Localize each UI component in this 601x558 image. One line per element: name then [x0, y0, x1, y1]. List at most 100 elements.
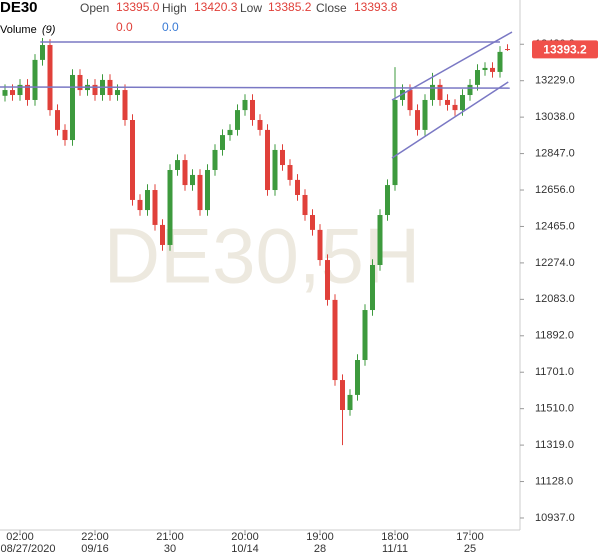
- y-tick-label: 12465.0: [535, 220, 575, 232]
- candle-body: [55, 110, 60, 130]
- y-tick-label: 11319.0: [535, 439, 574, 451]
- candle-body: [295, 179, 300, 195]
- y-tick-label: 11510.0: [535, 403, 574, 415]
- legend-label: High: [162, 1, 187, 15]
- candle-body: [385, 185, 390, 216]
- candle-body: [437, 84, 443, 100]
- y-tick-label: 13229.0: [535, 75, 575, 87]
- candle-body: [152, 190, 158, 225]
- candle-body: [392, 99, 398, 186]
- price-label: 13393.2: [543, 43, 587, 57]
- x-date-label: 10/14: [231, 543, 259, 555]
- candle-body: [212, 149, 218, 170]
- candle-body: [32, 59, 38, 100]
- legend-value: 13395.0: [116, 0, 160, 14]
- symbol-title: DE30: [0, 0, 38, 16]
- candle-body: [122, 90, 128, 121]
- candle-body: [115, 90, 120, 96]
- volume-value: 0.0: [162, 20, 179, 34]
- y-tick-label: 10937.0: [535, 512, 575, 524]
- y-tick-label: 11892.0: [535, 330, 574, 342]
- candle-body: [182, 160, 188, 186]
- price-label-box: [532, 40, 598, 59]
- candle-body: [197, 174, 203, 211]
- candle-body: [422, 99, 428, 130]
- candle-body: [40, 45, 45, 60]
- trend-line: [391, 31, 513, 101]
- candle-body: [77, 74, 83, 91]
- candle-body: [220, 135, 225, 150]
- candle-body: [490, 67, 495, 72]
- x-tick-label: 02:00: [6, 531, 34, 543]
- candle-body: [145, 190, 150, 211]
- candle-body: [242, 99, 248, 111]
- candle-body: [272, 149, 278, 191]
- candle-body: [475, 70, 480, 85]
- candle-body: [415, 110, 420, 130]
- candle-body: [62, 129, 68, 141]
- y-tick-label: 12083.0: [535, 293, 575, 305]
- x-date-label: 28: [314, 543, 326, 555]
- candle-body: [302, 194, 308, 216]
- candle-body: [70, 74, 75, 141]
- candle-body: [377, 215, 383, 265]
- candle-body: [25, 84, 30, 100]
- candle-body: [257, 120, 263, 130]
- candle-body: [332, 299, 338, 381]
- volume-param: (9): [42, 24, 56, 36]
- x-date-label: 08/27/2020: [0, 543, 55, 555]
- y-tick-label: 13038.0: [535, 111, 575, 123]
- watermark: DE30,5H: [104, 212, 421, 300]
- x-tick-label: 19:00: [306, 531, 334, 543]
- candle-body: [355, 360, 360, 395]
- candle-body: [235, 110, 240, 130]
- legend-label: Open: [80, 1, 109, 15]
- x-tick-label: 22:00: [81, 531, 109, 543]
- candle-body: [452, 104, 458, 111]
- candle-body: [175, 160, 180, 170]
- candle-body: [205, 169, 210, 211]
- legend-value: 13393.8: [354, 0, 398, 14]
- x-tick-label: 21:00: [156, 531, 184, 543]
- trend-line: [391, 81, 509, 159]
- candle-body: [47, 45, 53, 111]
- candle-body: [10, 90, 15, 96]
- candle-body: [340, 380, 345, 410]
- candle-body: [430, 84, 435, 100]
- legend-value: 13385.2: [268, 0, 312, 14]
- legend-value: 13420.3: [194, 0, 238, 14]
- y-tick-label: 11701.0: [535, 366, 574, 378]
- candle-body: [482, 67, 488, 71]
- candle-body: [317, 229, 323, 261]
- candle-body: [287, 165, 293, 180]
- x-tick-label: 18:00: [381, 531, 409, 543]
- candle-body: [130, 120, 135, 200]
- x-date-label: 25: [464, 543, 476, 555]
- candle-body: [460, 95, 465, 111]
- y-tick-label: 11128.0: [535, 475, 573, 487]
- candle-body: [347, 394, 353, 410]
- y-tick-label: 12847.0: [535, 147, 575, 159]
- candle-body: [160, 224, 165, 245]
- candle-body: [167, 169, 173, 245]
- candle-body: [407, 90, 413, 111]
- candle-body: [310, 215, 315, 230]
- candle-body: [362, 310, 368, 361]
- candle-body: [497, 51, 503, 72]
- candle-body: [2, 90, 8, 96]
- candle-body: [445, 99, 450, 105]
- candle-body: [137, 199, 143, 211]
- x-date-label: 11/11: [382, 543, 408, 555]
- x-tick-label: 17:00: [456, 531, 484, 543]
- candle-body: [467, 84, 473, 96]
- volume-value: 0.0: [116, 20, 133, 34]
- volume-label: Volume: [0, 24, 37, 36]
- candle-body: [505, 49, 510, 51]
- candle-body: [280, 149, 285, 166]
- trend-line: [0, 86, 510, 89]
- legend-label: Low: [240, 1, 262, 15]
- candle-body: [325, 260, 330, 300]
- x-tick-label: 20:00: [231, 531, 259, 543]
- candle-body: [265, 129, 270, 191]
